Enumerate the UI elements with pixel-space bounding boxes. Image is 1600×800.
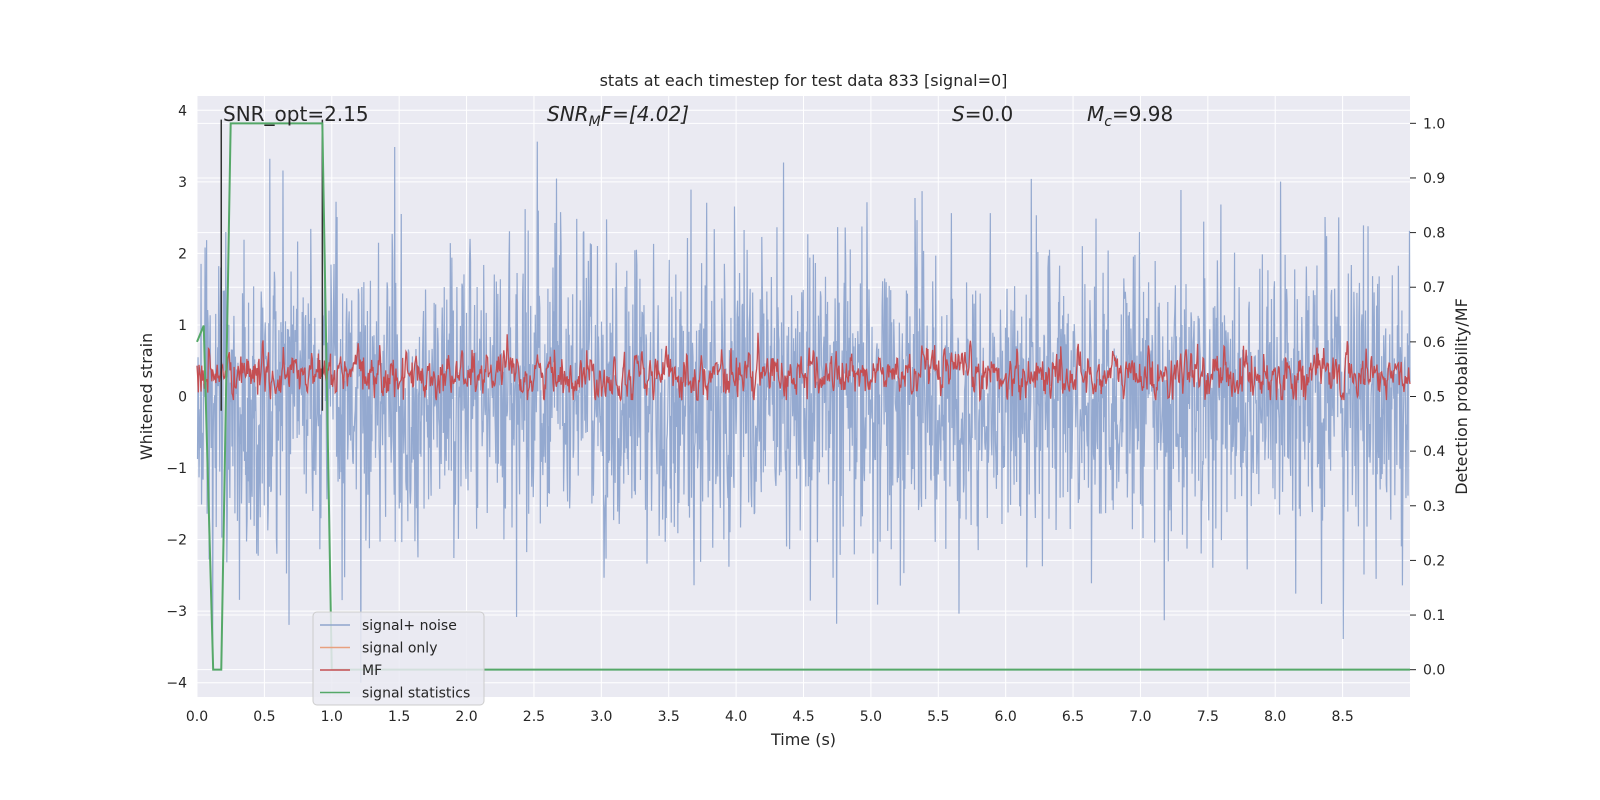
y-axis-right-label: Detection probability/MF [1452, 298, 1471, 495]
legend-label: signal only [362, 641, 437, 657]
annotation-snr-opt: SNR_opt=2.15 [223, 102, 369, 126]
y-right-tick-label: 0.4 [1423, 444, 1445, 460]
annotation-mc: Mc=9.98 [1087, 102, 1173, 130]
y-right-tick-label: 0.2 [1423, 553, 1445, 569]
y-right-tick-label: 0.7 [1423, 280, 1445, 296]
x-tick-label: 8.0 [1264, 709, 1286, 725]
y-axis-left-label: Whitened strain [137, 333, 156, 460]
x-tick-label: 7.0 [1129, 709, 1151, 725]
x-tick-label: 5.0 [860, 709, 882, 725]
x-tick-label: 2.5 [523, 709, 545, 725]
y-right-tick-label: 0.8 [1423, 226, 1445, 242]
x-axis-ticks: 0.0 0.5 1.0 1.5 2.0 2.5 3.0 3.5 4.0 4.5 5.0 5.5 6.0 6… [186, 709, 1354, 725]
y-axis-right-ticks: 1.0 0.9 0.8 0.7 0.6 0.5 0.4 0.3 0.2 0.1 0.0 [1410, 116, 1445, 679]
annotation-s-value: =0.0 [965, 102, 1014, 126]
x-axis-label: Time (s) [770, 730, 836, 749]
series-mf-line [196, 332, 1411, 403]
x-tick-label: 1.0 [321, 709, 343, 725]
annotation-snr-mf: SNRMF=[4.02] [547, 102, 689, 130]
annotation-mc-value: =9.98 [1112, 102, 1173, 126]
annotation-snr-mf-sub: M [589, 114, 601, 130]
y-right-tick-label: 0.1 [1423, 608, 1445, 624]
annotation-snr-mf-rest: F=[4.02] [601, 102, 689, 126]
x-tick-label: 1.5 [388, 709, 410, 725]
y-right-tick-label: 0.5 [1423, 390, 1445, 406]
legend-label: MF [362, 663, 382, 679]
annotation-mc-base: M [1087, 102, 1104, 126]
y-left-tick-label: 0 [178, 390, 187, 406]
annotation-s-symbol: S [952, 102, 965, 126]
y-left-tick-label: 1 [178, 318, 187, 334]
x-tick-label: 6.0 [995, 709, 1017, 725]
chart-title: stats at each timestep for test data 833… [600, 71, 1008, 90]
x-tick-label: 6.5 [1062, 709, 1084, 725]
y-right-tick-label: 1.0 [1423, 116, 1445, 132]
y-left-tick-label: 4 [178, 103, 187, 119]
legend-box [312, 611, 485, 706]
y-right-tick-label: 0.9 [1423, 171, 1445, 187]
x-tick-label: 4.0 [725, 709, 747, 725]
x-tick-label: 2.0 [455, 709, 477, 725]
x-tick-label: 5.5 [927, 709, 949, 725]
x-tick-label: 7.5 [1197, 709, 1219, 725]
annotation-mc-sub: c [1104, 114, 1112, 130]
legend: signal+ noise signal only MF signal statist… [312, 611, 485, 706]
annotation-snr-mf-base: SNR [547, 102, 589, 126]
y-axis-left-ticks: 4 3 2 1 0 −1 −2 −3 −4 [166, 103, 187, 691]
x-tick-label: 4.5 [792, 709, 814, 725]
y-right-tick-label: 0.3 [1423, 499, 1445, 515]
y-left-tick-label: 2 [178, 246, 187, 262]
y-left-tick-label: −2 [166, 533, 187, 549]
y-left-tick-label: −3 [166, 604, 187, 620]
legend-label: signal+ noise [362, 618, 457, 634]
annotation-s: S=0.0 [952, 102, 1013, 126]
y-left-tick-label: −1 [166, 461, 187, 477]
x-tick-label: 8.5 [1331, 709, 1353, 725]
y-left-tick-label: 3 [178, 175, 187, 191]
y-right-tick-label: 0.6 [1423, 335, 1445, 351]
y-left-tick-label: −4 [166, 676, 187, 692]
y-right-tick-label: 0.0 [1423, 663, 1445, 679]
x-tick-label: 0.0 [186, 709, 208, 725]
x-tick-label: 3.0 [590, 709, 612, 725]
legend-label: signal statistics [362, 686, 470, 702]
x-tick-label: 0.5 [253, 709, 275, 725]
x-tick-label: 3.5 [658, 709, 680, 725]
